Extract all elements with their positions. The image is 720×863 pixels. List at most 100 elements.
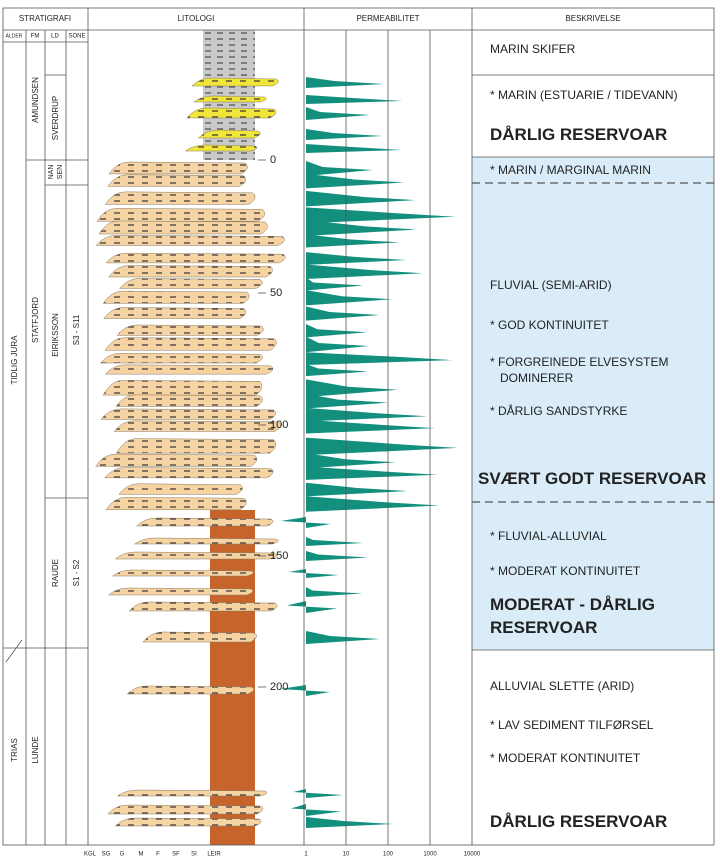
bed	[103, 307, 247, 319]
description: * MARIN / MARGINAL MARIN	[490, 163, 651, 177]
description: * MODERAT KONTINUITET	[490, 564, 641, 578]
subheader: ALDER	[6, 33, 23, 39]
bed	[108, 587, 254, 596]
depth-label: 200	[270, 681, 288, 693]
description: * MODERAT KONTINUITET	[490, 751, 641, 765]
bed	[186, 107, 277, 119]
bed	[95, 453, 258, 467]
perm-scale-label: 1000	[423, 852, 437, 858]
depth-ticks: 0 50 100 150 200	[270, 154, 288, 693]
permeability-scale: 1 10 100 1000 10000	[304, 852, 481, 858]
perm-scale-label: 100	[383, 852, 394, 858]
bed	[197, 129, 261, 139]
bed	[108, 161, 248, 175]
bed	[113, 420, 282, 432]
grain-label: SG	[102, 852, 111, 858]
red-bed-column	[210, 510, 255, 845]
lithology-beds	[95, 77, 286, 827]
subheader: FM	[31, 34, 40, 40]
reservoir-summary: SVÆRT GODT RESERVOAR	[478, 469, 707, 488]
bed	[98, 220, 268, 235]
bed	[107, 174, 247, 187]
member-label: NAN	[48, 165, 55, 180]
description: * GOD KONTINUITET	[490, 318, 609, 332]
member-label: SEN	[57, 165, 64, 179]
bed	[116, 438, 277, 454]
grain-label: F	[156, 852, 160, 858]
formation-label: AMUNDSEN	[31, 77, 40, 123]
depth-label: 150	[270, 550, 288, 562]
bed	[96, 208, 265, 222]
bed	[108, 265, 273, 278]
bed	[107, 804, 264, 815]
subheader: SONE	[68, 34, 85, 40]
age-label: TRIAS	[10, 738, 19, 762]
perm-scale-label: 1	[304, 852, 308, 858]
header: LITOLOGI	[178, 14, 215, 23]
bed	[105, 252, 286, 264]
bed	[105, 497, 247, 511]
depth-label: 0	[270, 154, 276, 166]
perm-scale-label: 10	[343, 852, 350, 858]
bed	[184, 144, 258, 152]
zone-label: S3 - S11	[72, 314, 81, 345]
bed	[100, 352, 263, 364]
zone-label: S1 - S2	[72, 559, 81, 586]
bed	[104, 191, 256, 205]
bed	[193, 95, 267, 103]
subheader: LD	[51, 34, 59, 40]
header: PERMEABILITET	[356, 14, 419, 23]
bed	[128, 601, 278, 612]
member-label: EIRIKSSON	[51, 313, 60, 357]
header: STRATIGRAFI	[19, 14, 71, 23]
bed	[104, 467, 274, 479]
description: * DÅRLIG SANDSTYRKE	[490, 404, 628, 418]
permeability-curve	[280, 75, 458, 845]
bed	[114, 551, 278, 560]
depth-label: 50	[270, 287, 282, 299]
subheaders: ALDER FM LD SONE	[6, 33, 86, 39]
age-label: TIDLIG JURA	[10, 335, 19, 385]
bed	[116, 324, 264, 336]
bed	[104, 364, 274, 375]
shale-column	[203, 30, 255, 160]
bed	[126, 685, 255, 695]
reservoir-summary: DÅRLIG RESERVOAR	[490, 812, 668, 831]
depth-label: 100	[270, 419, 288, 431]
bed	[102, 290, 250, 304]
bed	[191, 77, 279, 87]
grain-label: SF	[172, 852, 180, 858]
description: * FLUVIAL-ALLUVIAL	[490, 529, 607, 543]
description: MARIN SKIFER	[490, 42, 576, 56]
description: * LAV SEDIMENT TILFØRSEL	[490, 718, 654, 732]
description: FLUVIAL (SEMI-ARID)	[490, 278, 612, 292]
description: * MARIN (ESTUARIE / TIDEVANN)	[490, 88, 678, 102]
bed	[114, 817, 262, 827]
bed	[118, 483, 243, 495]
member-label: RAUDE	[51, 559, 60, 587]
formation-label: LUNDE	[31, 736, 40, 763]
grain-label: LEIR	[207, 852, 221, 858]
member-label: SVERDRUP	[51, 96, 60, 140]
formation-label: STATFJORD	[31, 297, 40, 343]
bed	[136, 517, 274, 527]
bed	[115, 394, 263, 407]
perm-scale-label: 10000	[464, 852, 481, 858]
description: * FORGREINEDE ELVESYSTEM DOMINERER	[490, 355, 669, 385]
bed	[104, 337, 277, 351]
grain-label: M	[139, 852, 144, 858]
frame	[2, 7, 715, 846]
reservoir-summary: DÅRLIG RESERVOAR	[490, 125, 668, 144]
bed	[95, 235, 285, 246]
bed	[142, 631, 257, 643]
reservoir-band	[472, 157, 714, 650]
grain-scale: KGL SG G M F SF SI LEIR	[84, 852, 221, 858]
bed	[116, 789, 268, 797]
grain-label: SI	[191, 852, 197, 858]
bed	[119, 278, 263, 289]
header: BESKRIVELSE	[565, 14, 620, 23]
bed	[111, 569, 254, 577]
bed	[100, 408, 276, 420]
description: ALLUVIAL SLETTE (ARID)	[490, 679, 635, 693]
